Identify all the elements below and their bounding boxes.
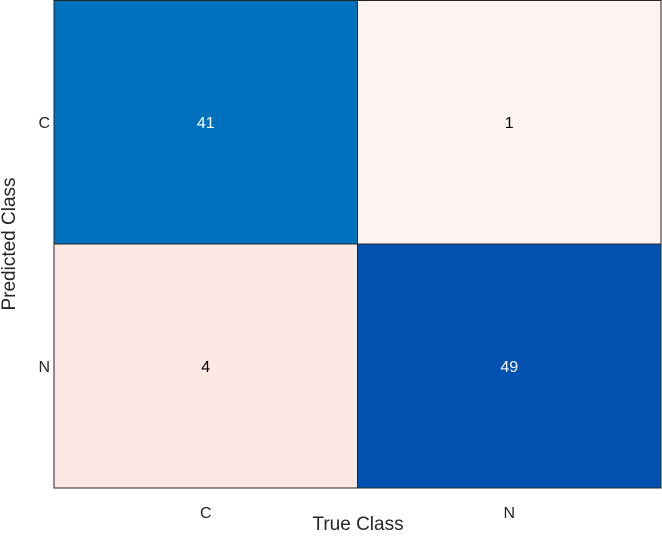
cell-value-n-n: 49: [500, 359, 518, 376]
y-tick-label-n: N: [38, 359, 50, 376]
y-tick-label-c: C: [38, 115, 50, 132]
matrix-cell-c-n: [357, 0, 662, 245]
cell-value-n-c: 4: [201, 359, 210, 376]
ticks-layer: C N C N: [38, 115, 515, 522]
x-tick-label-n: N: [503, 505, 515, 522]
plot-border: [53, 0, 662, 489]
cell-value-c-n: 1: [505, 115, 514, 132]
cell-value-c-c: 41: [197, 115, 215, 132]
matrix-cell-c-c: [53, 0, 358, 245]
x-axis-label: True Class: [312, 514, 403, 535]
cell-labels-layer: 41 1 4 49: [197, 115, 518, 376]
y-axis-label: Predicted Class: [0, 177, 20, 310]
x-tick-label-c: C: [200, 505, 212, 522]
matrix-cell-n-n: [357, 243, 662, 489]
cells-layer: [53, 0, 662, 489]
